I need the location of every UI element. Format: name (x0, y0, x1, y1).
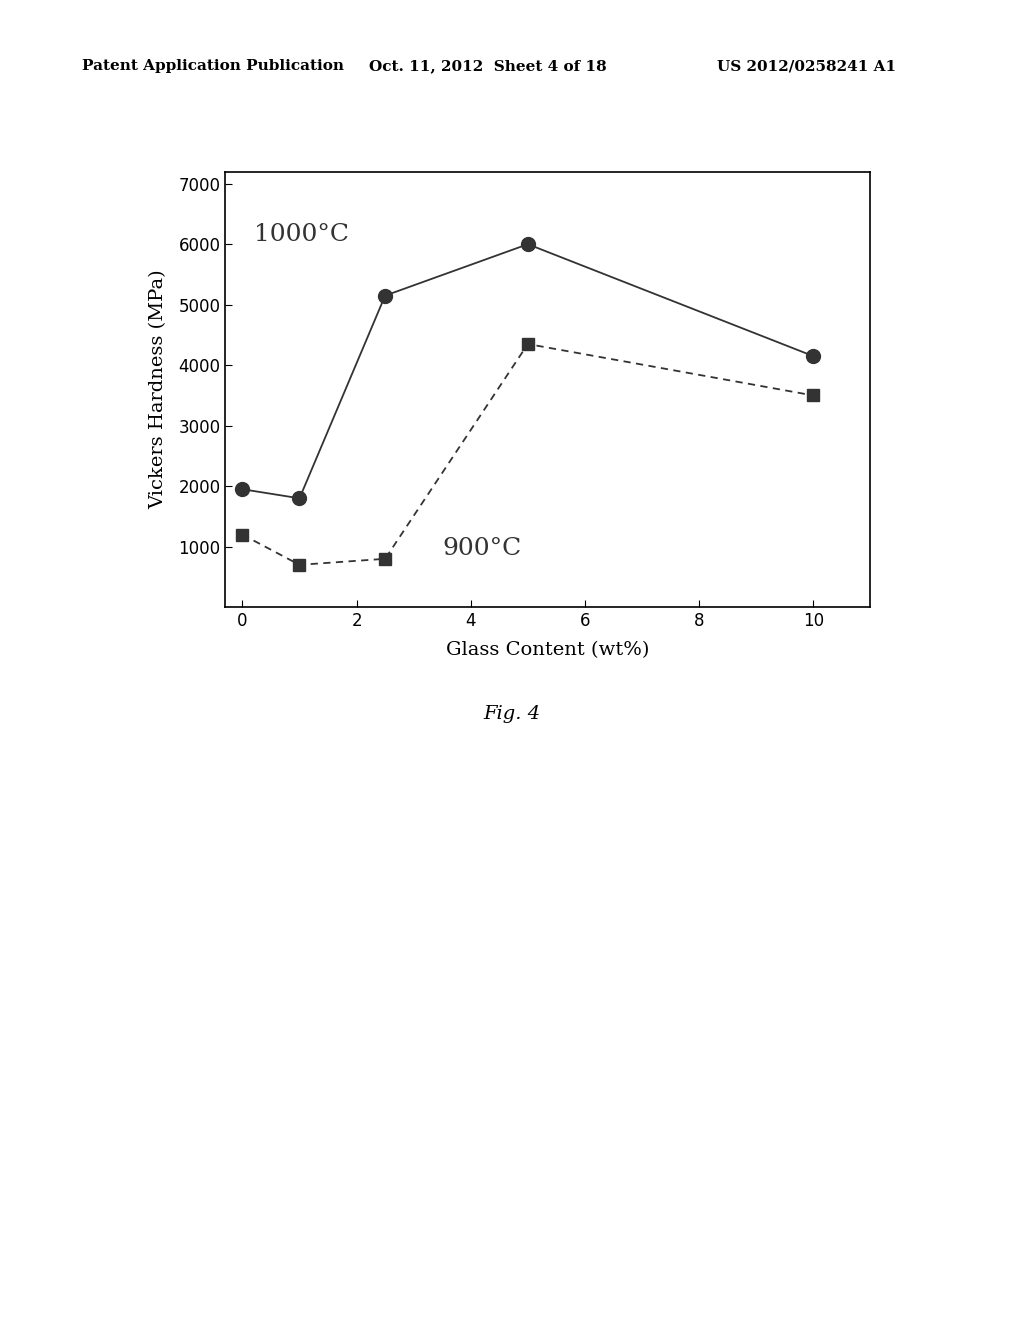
Text: 900°C: 900°C (442, 536, 521, 560)
Text: US 2012/0258241 A1: US 2012/0258241 A1 (717, 59, 896, 74)
Text: Oct. 11, 2012  Sheet 4 of 18: Oct. 11, 2012 Sheet 4 of 18 (369, 59, 606, 74)
Text: 1000°C: 1000°C (254, 223, 349, 246)
Text: Patent Application Publication: Patent Application Publication (82, 59, 344, 74)
X-axis label: Glass Content (wt%): Glass Content (wt%) (446, 642, 649, 659)
Text: Fig. 4: Fig. 4 (483, 705, 541, 723)
Y-axis label: Vickers Hardness (MPa): Vickers Hardness (MPa) (150, 269, 167, 510)
